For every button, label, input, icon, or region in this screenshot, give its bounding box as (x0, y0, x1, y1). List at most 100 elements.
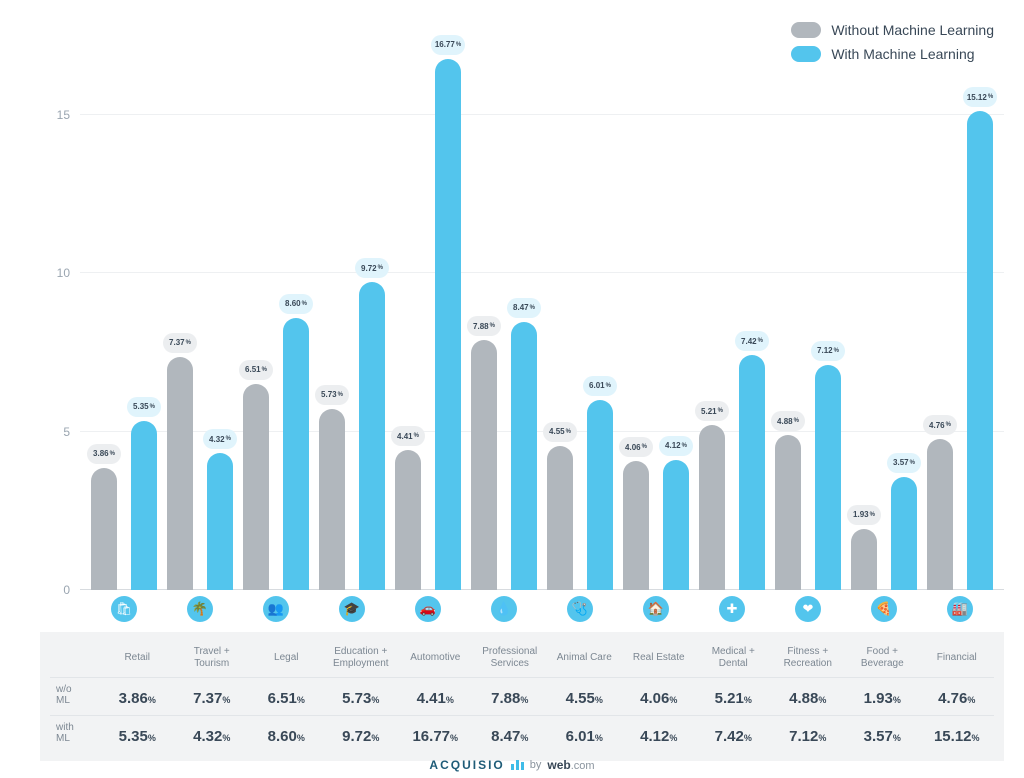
table-column-header: Professional Services (473, 646, 548, 669)
category-icon: 👥 (263, 596, 289, 622)
data-table: RetailTravel + TourismLegalEducation + E… (40, 632, 1004, 761)
table-row-label: w/oML (50, 684, 100, 706)
brand-name: ACQUISIO (429, 758, 504, 772)
table-cell: 5.35% (100, 720, 175, 745)
bar (739, 355, 765, 590)
bar (967, 111, 993, 590)
bars-area: 3.86%5.35%7.37%4.32%6.51%8.60%5.73%9.72%… (80, 20, 1004, 590)
chart-canvas: 051015 3.86%5.35%7.37%4.32%6.51%8.60%5.7… (40, 20, 1004, 590)
table-cell: 1.93% (845, 682, 920, 707)
table-cell: 15.12% (920, 720, 995, 745)
category-icon-cell: 🍕 (846, 596, 922, 622)
category-icon: 🚗 (415, 596, 441, 622)
y-axis: 051015 (40, 20, 70, 590)
bar (511, 322, 537, 590)
table-cell: 4.41% (398, 682, 473, 707)
legend-swatch-with (791, 46, 821, 62)
y-tick: 5 (63, 425, 70, 439)
bar (699, 425, 725, 590)
table-column-header: Retail (100, 652, 175, 664)
bar (435, 59, 461, 590)
category-group: 4.88% 7.12% (770, 20, 846, 590)
category-icon-cell: 👥 (238, 596, 314, 622)
bar-without: 4.76% (923, 20, 957, 590)
bar-with: 9.72% (355, 20, 389, 590)
bar-value-label: 4.88% (771, 411, 805, 431)
bar (207, 453, 233, 590)
category-icon: 💧 (491, 596, 517, 622)
table-cell: 6.01% (547, 720, 622, 745)
bar-value-label: 7.88% (467, 316, 501, 336)
legend: Without Machine Learning With Machine Le… (791, 22, 994, 62)
category-group: 7.37%4.32% (162, 20, 238, 590)
bar-value-label: 4.76% (923, 415, 957, 435)
table-column-header: Legal (249, 652, 324, 664)
table-row-label: withML (50, 722, 100, 744)
brand-logo-icon (511, 760, 524, 770)
table-cell: 8.60% (249, 720, 324, 745)
table-cell: 16.77% (398, 720, 473, 745)
table-cell: 7.37% (175, 682, 250, 707)
bar-without: 7.88% (467, 20, 501, 590)
table-cell: 9.72% (324, 720, 399, 745)
legend-label-with: With Machine Learning (831, 46, 974, 62)
category-icon: 🩺 (567, 596, 593, 622)
category-icon-cell: 🏠 (618, 596, 694, 622)
bar-with: 16.77% (431, 20, 465, 590)
category-icon-cell: 🩺 (542, 596, 618, 622)
bar-without: 4.06% (619, 20, 653, 590)
bar (927, 439, 953, 590)
bar-value-label: 8.60% (279, 294, 313, 314)
category-icon: 🍕 (871, 596, 897, 622)
table-column-header: Real Estate (622, 652, 697, 664)
table-cell: 3.57% (845, 720, 920, 745)
bar-value-label: 7.42% (735, 331, 769, 351)
bar-with: 5.35% (127, 20, 161, 590)
bar (851, 529, 877, 590)
bar (283, 318, 309, 590)
table-cell: 4.88% (771, 682, 846, 707)
bar-without: 6.51% (239, 20, 273, 590)
category-icon-cell: 🛍 (86, 596, 162, 622)
legend-item-without: Without Machine Learning (791, 22, 994, 38)
category-icon: 🎓 (339, 596, 365, 622)
category-icon: 🌴 (187, 596, 213, 622)
table-column-header: Financial (920, 652, 995, 664)
category-icon-cell: 🚗 (390, 596, 466, 622)
bar-value-label: 6.51% (239, 360, 273, 380)
table-header-row: RetailTravel + TourismLegalEducation + E… (50, 646, 994, 669)
category-icon-cell: 🏭 (922, 596, 998, 622)
brand-web: web.com (547, 758, 594, 772)
bar (167, 357, 193, 590)
y-tick: 15 (57, 108, 70, 122)
bar-without: 5.21% (695, 20, 729, 590)
bar-value-label: 5.35% (127, 397, 161, 417)
bar-value-label: 4.12% (659, 436, 693, 456)
table-column-header: Education + Employment (324, 646, 399, 669)
bar-value-label: 3.86% (87, 444, 121, 464)
category-group: 7.88%8.47% (466, 20, 542, 590)
table-column-header: Food + Beverage (845, 646, 920, 669)
table-row: w/oML3.86%7.37%6.51%5.73%4.41%7.88%4.55%… (50, 682, 994, 707)
bar-without: 4.41% (391, 20, 425, 590)
legend-item-with: With Machine Learning (791, 46, 994, 62)
bar-without: 3.86% (87, 20, 121, 590)
table-column-header: Fitness + Recreation (771, 646, 846, 669)
table-column-header: Medical + Dental (696, 646, 771, 669)
bar-without: 1.93% (847, 20, 881, 590)
bar-value-label: 4.06% (619, 437, 653, 457)
category-icon: 🏠 (643, 596, 669, 622)
table-column-header: Automotive (398, 652, 473, 664)
bar-with: 15.12% (963, 20, 997, 590)
bar-value-label: 15.12% (963, 87, 997, 107)
legend-swatch-without (791, 22, 821, 38)
bar-value-label: 16.77% (431, 35, 465, 55)
bar (243, 384, 269, 590)
bar-with: 4.12% (659, 20, 693, 590)
table-cell: 8.47% (473, 720, 548, 745)
bar-value-label: 7.12% (811, 341, 845, 361)
table-cell: 4.12% (622, 720, 697, 745)
table-cell: 7.88% (473, 682, 548, 707)
table-cell: 4.32% (175, 720, 250, 745)
bar-value-label: 7.37% (163, 333, 197, 353)
